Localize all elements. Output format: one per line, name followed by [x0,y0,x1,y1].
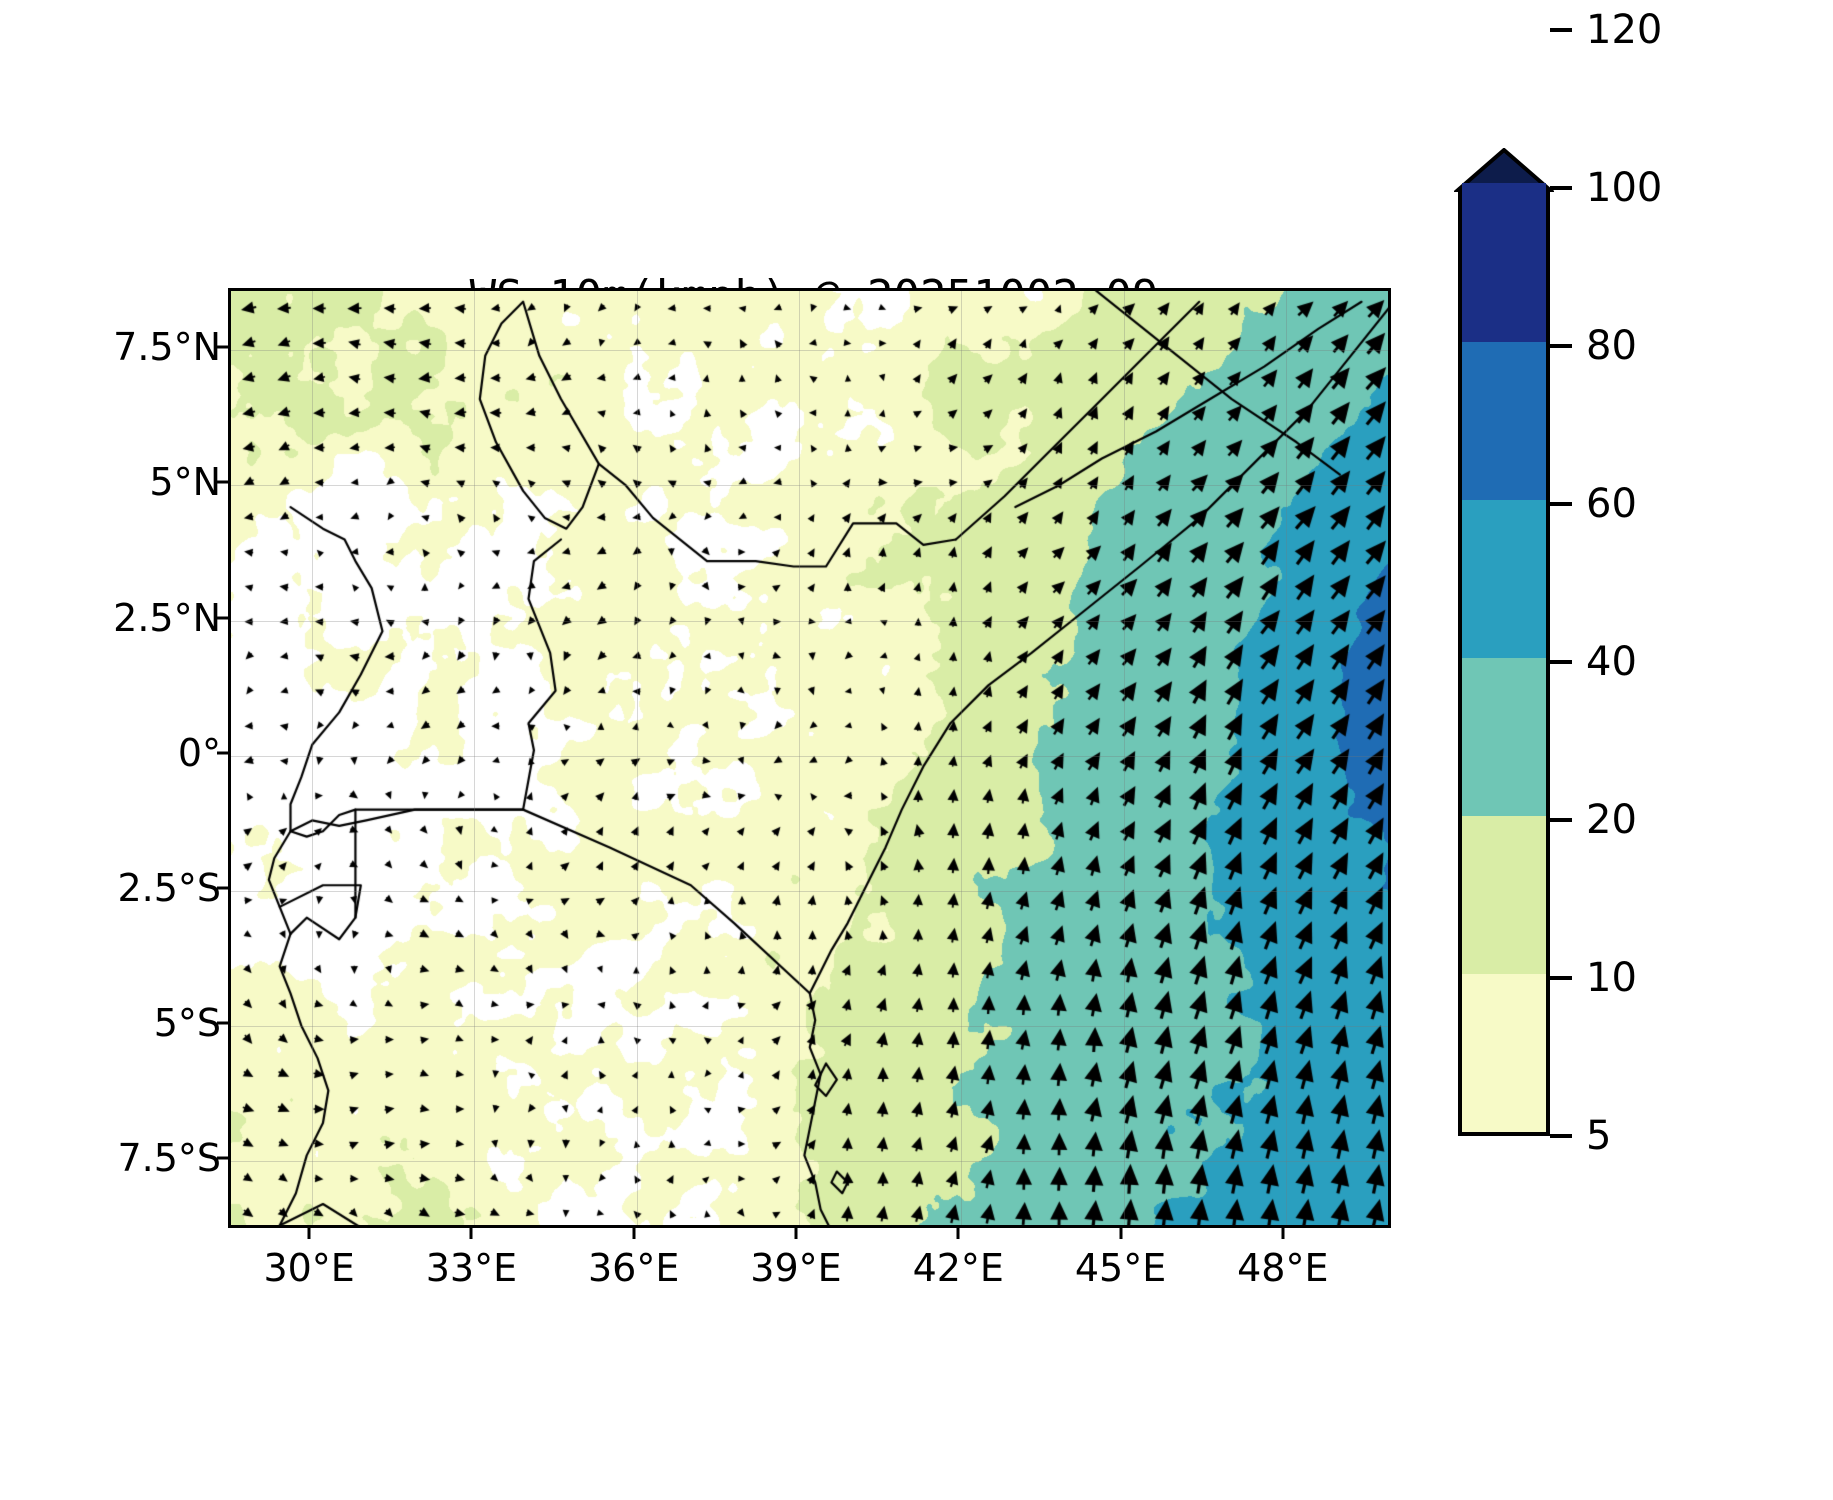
colorbar-tick [1550,186,1572,190]
colorbar-band [1462,815,1546,974]
y-axis-tick-label: 7.5°N [113,325,221,370]
colorbar-band [1462,499,1546,658]
colorbar-tick-label: 80 [1586,323,1637,369]
map-axes [228,288,1391,1228]
map-gridlines [231,291,1388,1225]
gridline-horizontal [231,1025,1388,1027]
y-axis-tick-label: 0° [177,730,221,775]
gridline-horizontal [231,485,1388,487]
gridline-horizontal [231,350,1388,352]
gridline-vertical [961,291,963,1225]
colorbar-tick-label: 100 [1586,165,1663,211]
wind-speed-field [231,291,1388,1225]
gridline-horizontal [231,890,1388,892]
colorbar-tick [1550,818,1572,822]
gridline-horizontal [231,755,1388,757]
y-axis-tick-label: 7.5°S [117,1135,221,1180]
x-axis-tick [632,1228,636,1239]
x-axis-tick-label: 48°E [1237,1246,1329,1290]
colorbar-band [1462,973,1546,1132]
colorbar-tick-label: 60 [1586,481,1637,527]
y-axis-tick-label: 5°N [149,460,221,505]
gridline-horizontal [231,1160,1388,1162]
colorbar-tick-label: 40 [1586,639,1637,685]
x-axis-tick [1281,1228,1285,1239]
colorbar-tick-label: 20 [1586,797,1637,843]
y-axis-tick-label: 2.5°S [117,865,221,910]
gridline-vertical [636,291,638,1225]
gridline-vertical [312,291,314,1225]
gridline-vertical [1285,291,1287,1225]
colorbar-band [1462,183,1546,342]
colorbar-tick-label: 120 [1586,7,1663,53]
colorbar-tick [1550,502,1572,506]
gridline-vertical [798,291,800,1225]
x-axis-tick-label: 36°E [588,1246,680,1290]
colorbar-tick [1550,28,1572,32]
x-axis-tick [1119,1228,1123,1239]
x-axis-tick-label: 33°E [425,1246,518,1290]
x-axis-tick [469,1228,473,1239]
y-axis-tick-label: 2.5°N [113,595,221,640]
colorbar-tick-label: 10 [1586,955,1637,1001]
x-axis-tick-label: 39°E [750,1246,842,1290]
y-axis-tick [217,616,228,620]
colorbar [1458,183,1550,1136]
x-axis-tick-label: 42°E [912,1246,1004,1290]
colorbar-tick-label: 5 [1586,1113,1612,1159]
x-axis-tick [307,1228,311,1239]
colorbar-band [1462,657,1546,816]
colorbar-tick [1550,976,1572,980]
colorbar-tick [1550,344,1572,348]
colorbar-tick [1550,1134,1572,1138]
x-axis-tick-label: 45°E [1074,1246,1167,1290]
colorbar-band [1462,341,1546,500]
gridline-vertical [1123,291,1125,1225]
y-axis-tick [217,751,228,755]
gridline-vertical [474,291,476,1225]
x-axis-tick [956,1228,960,1239]
y-axis-tick [217,480,228,484]
x-axis-tick-label: 30°E [263,1246,355,1290]
y-axis-tick [217,345,228,349]
y-axis-tick [217,886,228,890]
y-axis-tick [217,1156,228,1160]
gridline-horizontal [231,620,1388,622]
y-axis-tick [217,1021,228,1025]
colorbar-tick [1550,660,1572,664]
x-axis-tick [794,1228,798,1239]
y-axis-tick-label: 5°S [153,1000,221,1045]
